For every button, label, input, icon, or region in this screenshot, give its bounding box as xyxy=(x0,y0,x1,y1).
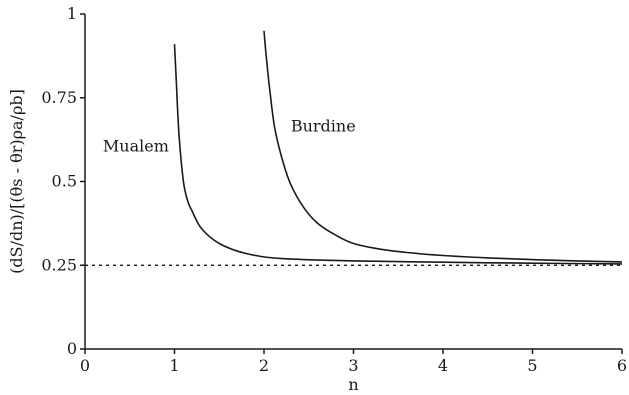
y-tick-label: 1 xyxy=(67,4,77,23)
x-tick-label: 4 xyxy=(438,356,448,375)
x-tick-label: 6 xyxy=(617,356,627,375)
annotation-mualem: Mualem xyxy=(103,136,169,155)
y-tick-label: 0.75 xyxy=(41,88,77,107)
x-tick-label: 2 xyxy=(259,356,269,375)
series-line-burdine xyxy=(263,30,623,263)
series-line-mualem xyxy=(173,44,623,265)
x-tick-label: 0 xyxy=(80,356,90,375)
annotation-burdine: Burdine xyxy=(291,116,356,135)
annotations: Mualem Burdine xyxy=(103,116,356,155)
x-tick-label: 1 xyxy=(169,356,179,375)
x-tick-label: 3 xyxy=(348,356,358,375)
x-tick-label: 5 xyxy=(527,356,537,375)
y-tick-label: 0 xyxy=(67,339,77,358)
x-axis-title: n xyxy=(348,375,358,394)
y-tick-label: 0.25 xyxy=(41,255,77,274)
y-tick-label: 0.5 xyxy=(52,172,77,191)
ticks: 0 1 2 3 4 5 6 0 0.25 0.5 0.75 1 xyxy=(41,4,627,375)
series-group xyxy=(85,30,623,266)
y-axis-title: (dS/dn)/[(θs - θr)ρa/ρb] xyxy=(7,89,26,274)
axes xyxy=(84,14,622,350)
